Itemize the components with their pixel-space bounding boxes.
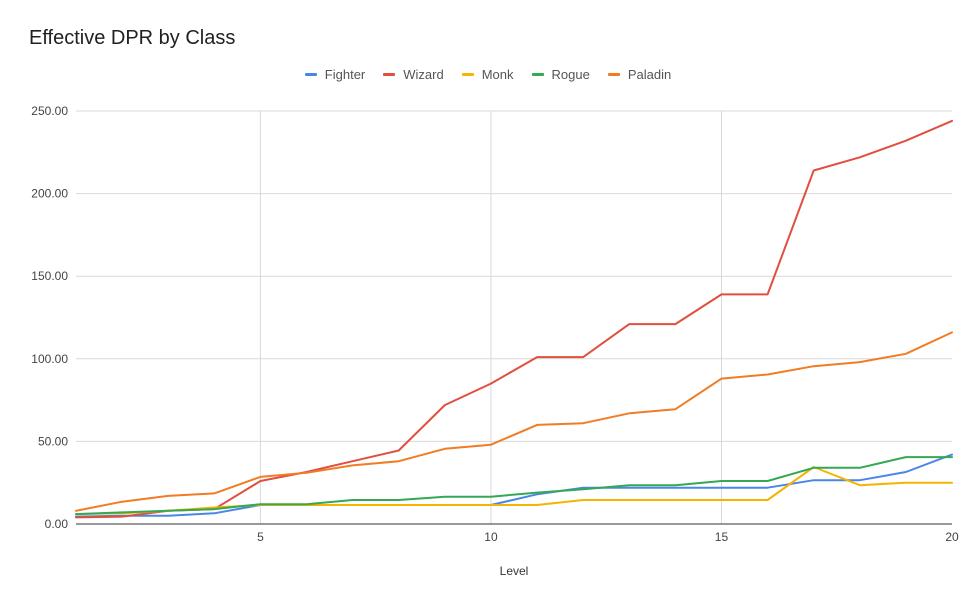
series-line-monk	[75, 466, 953, 516]
series-line-rogue	[75, 456, 953, 516]
legend-swatch	[531, 73, 544, 76]
legend-item-paladin: Paladin	[607, 67, 672, 82]
y-tick-label: 0.00	[45, 517, 69, 531]
legend-item-monk: Monk	[461, 67, 514, 82]
legend-swatch	[304, 73, 317, 76]
y-tick-label: 50.00	[38, 434, 68, 448]
legend-label: Fighter	[324, 67, 366, 82]
legend-item-wizard: Wizard	[383, 67, 444, 82]
legend: Fighter Wizard Monk Rogue Paladin	[0, 67, 976, 82]
x-axis-title: Level	[500, 564, 529, 578]
legend-swatch	[461, 73, 474, 76]
legend-item-rogue: Rogue	[531, 67, 590, 82]
series-line-wizard	[75, 119, 953, 519]
x-tick-label: 10	[484, 530, 498, 544]
x-tick-label: 15	[715, 530, 729, 544]
x-tick-label: 5	[257, 530, 264, 544]
y-tick-label: 200.00	[31, 187, 68, 201]
y-tick-label: 150.00	[31, 269, 68, 283]
legend-swatch	[607, 73, 620, 76]
x-tick-label: 20	[945, 530, 959, 544]
y-tick-label: 250.00	[31, 104, 68, 118]
legend-label: Monk	[481, 67, 514, 82]
legend-label: Rogue	[551, 67, 590, 82]
legend-swatch	[383, 73, 396, 76]
legend-item-fighter: Fighter	[304, 67, 366, 82]
series-line-paladin	[75, 331, 953, 512]
legend-label: Wizard	[403, 67, 444, 82]
chart-title: Effective DPR by Class	[29, 27, 236, 49]
y-tick-label: 100.00	[31, 352, 68, 366]
legend-label: Paladin	[627, 67, 672, 82]
series-line-fighter	[75, 453, 953, 518]
